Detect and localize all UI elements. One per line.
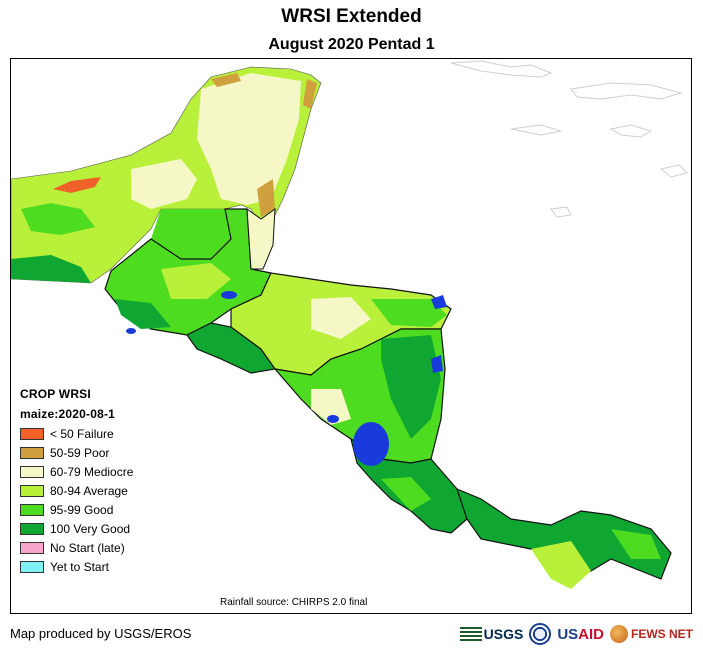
legend-label: 60-79 Mediocre — [50, 464, 134, 479]
legend-label: 80-94 Average — [50, 483, 128, 498]
costa-rica-good-zone — [381, 477, 431, 511]
water-bodies — [126, 291, 447, 466]
campeche-mediocre-zone — [131, 159, 197, 209]
nicaragua-pacific-mediocre-zone — [311, 389, 351, 425]
legend-label: 100 Very Good — [50, 521, 131, 536]
usaid-seal-icon — [529, 623, 552, 645]
usgs-logo-text: USGS — [483, 626, 524, 642]
legend-swatch — [20, 465, 44, 478]
legend-item: 50-59 Poor — [20, 443, 133, 462]
legend-items: < 50 Failure 50-59 Poor 60-79 Mediocre 80-9… — [20, 424, 133, 576]
usaid-logo: USAID — [557, 626, 604, 643]
legend-item: No Start (late) — [20, 538, 133, 557]
panama-azuero-average-zone — [531, 541, 591, 589]
legend-item: < 50 Failure — [20, 424, 133, 443]
legend-item: 95-99 Good — [20, 500, 133, 519]
panama-darien-good-zone — [611, 529, 661, 559]
legend-label: 50-59 Poor — [50, 445, 110, 460]
honduras-mediocre-zone — [311, 297, 371, 339]
legend-swatch — [20, 427, 44, 440]
failure-zone — [53, 177, 101, 193]
logo-strip: USGS USAID FEWS NET — [459, 623, 693, 645]
legend-swatch — [20, 541, 44, 554]
fews-globe-icon — [610, 625, 628, 643]
legend-swatch — [20, 503, 44, 516]
usaid-prefix: US — [557, 625, 579, 643]
legend-item: Yet to Start — [20, 557, 133, 576]
lake-atitlan — [126, 328, 136, 334]
usgs-logo: USGS — [459, 626, 524, 642]
fews-net-logo: FEWS NET — [610, 625, 693, 643]
lake-izabal — [221, 291, 237, 299]
map-frame — [10, 58, 692, 614]
legend-swatch — [20, 522, 44, 535]
map-credit: Map produced by USGS/EROS — [10, 626, 192, 641]
honduras-east-good-zone — [371, 299, 447, 327]
legend-title: CROP WRSI — [20, 387, 91, 401]
belize-region — [246, 207, 276, 270]
caribbean-islands — [450, 60, 688, 218]
legend-label: 95-99 Good — [50, 502, 114, 517]
legend-item: 60-79 Mediocre — [20, 462, 133, 481]
lake-nicaragua — [353, 422, 389, 466]
legend-label: No Start (late) — [50, 540, 125, 555]
legend-swatch — [20, 484, 44, 497]
legend-swatch — [20, 446, 44, 459]
oaxaca-verygood-zone — [11, 255, 91, 283]
map-title: WRSI Extended — [281, 6, 422, 27]
legend-label: < 50 Failure — [50, 426, 114, 441]
poor-zone-east — [303, 79, 317, 109]
usaid-suffix: AID — [578, 625, 604, 643]
map-subtitle: August 2020 Pentad 1 — [268, 36, 435, 53]
poor-zone-north — [211, 73, 241, 87]
legend-item: 100 Very Good — [20, 519, 133, 538]
rainfall-source: Rainfall source: CHIRPS 2.0 final — [220, 597, 368, 608]
legend-subtitle: maize:2020-08-1 — [20, 407, 116, 421]
guatemala-average-zone — [161, 263, 231, 299]
map-canvas — [11, 60, 688, 589]
legend-label: Yet to Start — [50, 559, 109, 574]
caratasca-lagoon — [431, 295, 447, 309]
nicaragua-east-verygood-zone — [381, 335, 441, 439]
poor-zone-belize — [257, 179, 275, 217]
lake-managua — [327, 415, 339, 423]
guatemala-pacific-zone — [115, 299, 171, 329]
pearl-lagoon — [431, 355, 443, 373]
legend: CROP WRSI maize:2020-08-1 < 50 Failure 50… — [20, 384, 133, 576]
legend-swatch — [20, 560, 44, 573]
chiapas-good-zone — [151, 209, 231, 259]
panama-region — [456, 487, 672, 580]
legend-item: 80-94 Average — [20, 481, 133, 500]
usgs-wave-icon — [459, 627, 482, 641]
fews-net-text: FEWS NET — [631, 627, 693, 641]
veracruz-good-zone — [21, 203, 95, 235]
yucatan-mediocre-zone — [197, 73, 301, 205]
